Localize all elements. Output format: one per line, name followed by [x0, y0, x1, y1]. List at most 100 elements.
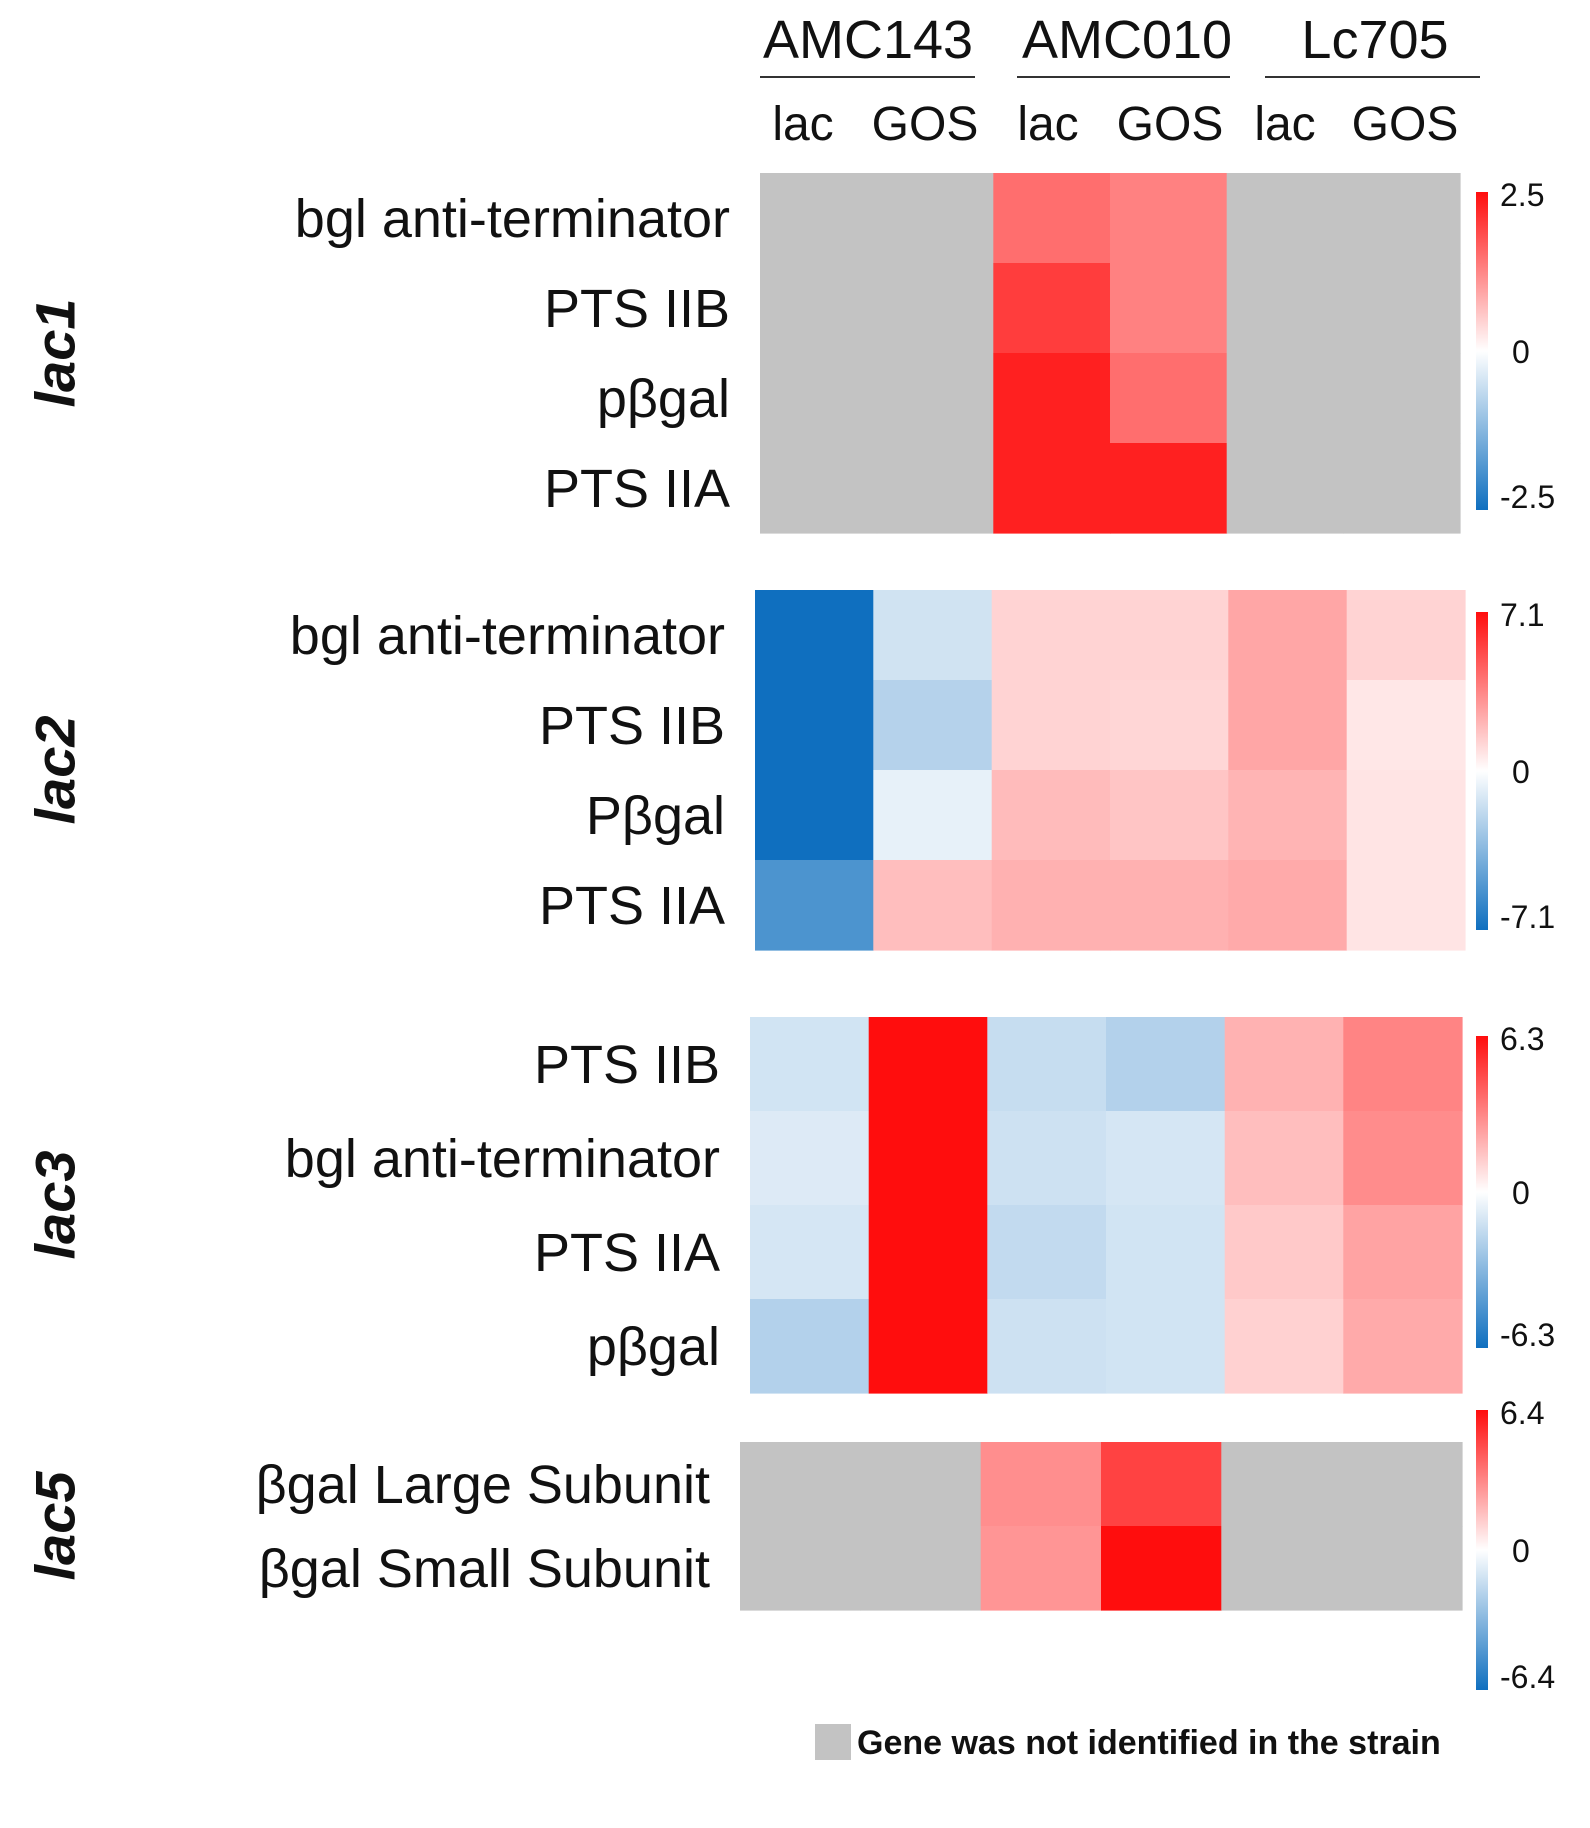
heatmap-panels: bgl anti-terminator PTS IIB pβgal PTS IIA la…	[24, 173, 1556, 1695]
cluster-label-lac2: lac2	[24, 716, 87, 825]
heatmap-cell-lac3-r2-c3	[1106, 1205, 1226, 1300]
substrate-label-lc705-gos: GOS	[1352, 98, 1459, 151]
gene-label-lac5-r1: βgal Small Subunit	[259, 1539, 710, 1599]
heatmap-cell-lac1-r3-c4	[1226, 443, 1344, 534]
heatmap-cell-lac1-r0-c3	[1110, 173, 1228, 264]
heatmap-cell-lac1-r2-c4	[1226, 353, 1344, 444]
heatmap-cell-lac1-r3-c3	[1110, 443, 1228, 534]
heatmap-cell-lac5-r0-c0	[740, 1442, 861, 1527]
heatmap-cell-lac5-r0-c3	[1101, 1442, 1222, 1527]
heatmap-cell-lac1-r0-c2	[993, 173, 1111, 264]
strain-label-amc143: AMC143	[763, 10, 973, 70]
heatmap-cell-lac2-r1-c3	[1110, 680, 1229, 771]
heatmap-cell-lac2-r0-c4	[1228, 590, 1348, 681]
heatmap-cell-lac5-r1-c0	[740, 1526, 861, 1611]
panel-lac1: bgl anti-terminator PTS IIB pβgal PTS IIA la…	[24, 173, 1555, 534]
gene-label-lac2-r0: bgl anti-terminator	[290, 606, 725, 666]
colorbar-tick-lac5-max: 6.4	[1500, 1395, 1544, 1431]
substrate-label-amc010-gos: GOS	[1117, 98, 1224, 151]
heatmap-cell-lac1-r3-c1	[876, 443, 994, 534]
heatmap-cell-lac2-r2-c5	[1346, 770, 1466, 861]
heatmap-cell-lac2-r3-c4	[1228, 860, 1348, 951]
heatmap-cell-lac3-r0-c2	[987, 1017, 1107, 1112]
heatmap-cell-lac1-r1-c1	[876, 263, 994, 354]
heatmap-cell-lac3-r3-c1	[868, 1299, 988, 1394]
heatmap-cell-lac3-r3-c3	[1106, 1299, 1226, 1394]
gene-label-lac1-r1: PTS IIB	[544, 279, 730, 339]
colorbar-tick-lac2-max: 7.1	[1500, 597, 1544, 633]
panel-lac3: PTS IIB bgl anti-terminator PTS IIA pβgal la…	[24, 1017, 1555, 1394]
heatmap-cell-lac2-r0-c1	[873, 590, 993, 681]
gene-label-lac2-r2: Pβgal	[586, 786, 725, 846]
heatmap-cell-lac2-r1-c4	[1228, 680, 1348, 771]
heatmap-cell-lac1-r1-c0	[760, 263, 878, 354]
missing-gene-legend-text: Gene was not identified in the strain	[857, 1724, 1441, 1762]
heatmap-cell-lac2-r2-c1	[873, 770, 993, 861]
heatmap-cell-lac5-r0-c4	[1221, 1442, 1343, 1527]
heatmap-cell-lac2-r0-c0	[755, 590, 874, 681]
heatmap-cell-lac2-r2-c3	[1110, 770, 1229, 861]
heatmap-cell-lac5-r1-c1	[860, 1526, 982, 1611]
substrate-label-amc143-gos: GOS	[872, 98, 979, 151]
heatmap-cell-lac3-r3-c4	[1224, 1299, 1344, 1394]
cluster-label-lac1: lac1	[24, 299, 87, 408]
heatmap-cell-lac1-r0-c0	[760, 173, 878, 264]
strain-label-lc705: Lc705	[1301, 10, 1448, 70]
colorbar-tick-lac1-min: -2.5	[1500, 479, 1555, 515]
colorbar-tick-lac1-mid: 0	[1512, 334, 1530, 370]
heatmap-cell-lac5-r1-c3	[1101, 1526, 1222, 1611]
colorbar-lac5	[1476, 1410, 1488, 1690]
colorbar-lac2	[1476, 612, 1488, 930]
heatmap-cell-lac1-r1-c5	[1343, 263, 1461, 354]
heatmap-cell-lac5-r0-c2	[980, 1442, 1102, 1527]
heatmap-cell-lac1-r2-c2	[993, 353, 1111, 444]
gene-label-lac1-r0: bgl anti-terminator	[295, 189, 730, 249]
heatmap-cell-lac2-r3-c1	[873, 860, 993, 951]
heatmap-cell-lac1-r2-c5	[1343, 353, 1461, 444]
heatmap-cell-lac3-r1-c3	[1106, 1111, 1226, 1206]
colorbar-tick-lac2-min: -7.1	[1500, 899, 1555, 935]
heatmap-cell-lac5-r1-c2	[980, 1526, 1102, 1611]
heatmap-cell-lac2-r3-c0	[755, 860, 874, 951]
heatmap-cell-lac2-r2-c2	[991, 770, 1111, 861]
panel-lac5: βgal Large Subunit βgal Small Subunit lac5…	[24, 1395, 1556, 1695]
gene-label-lac3-r0: PTS IIB	[534, 1035, 720, 1095]
substrate-label-lc705-lac: lac	[1254, 98, 1315, 151]
heatmap-cell-lac1-r2-c1	[876, 353, 994, 444]
gene-label-lac2-r3: PTS IIA	[539, 876, 725, 936]
heatmap-cell-lac2-r3-c3	[1110, 860, 1229, 951]
gene-label-lac2-r1: PTS IIB	[539, 696, 725, 756]
heatmap-cell-lac1-r1-c4	[1226, 263, 1344, 354]
heatmap-cell-lac3-r3-c0	[750, 1299, 870, 1394]
gene-label-lac1-r3: PTS IIA	[544, 459, 730, 519]
colorbar-tick-lac3-max: 6.3	[1500, 1021, 1544, 1057]
heatmap-cell-lac2-r0-c5	[1346, 590, 1466, 681]
heatmap-cell-lac1-r3-c0	[760, 443, 878, 534]
heatmap-cell-lac3-r0-c5	[1343, 1017, 1463, 1112]
heatmap-cell-lac5-r0-c5	[1341, 1442, 1463, 1527]
heatmap-cell-lac3-r1-c2	[987, 1111, 1107, 1206]
substrate-label-amc010-lac: lac	[1017, 98, 1078, 151]
heatmap-cell-lac3-r1-c5	[1343, 1111, 1463, 1206]
heatmap-cell-lac3-r1-c0	[750, 1111, 870, 1206]
heatmap-cell-lac1-r1-c3	[1110, 263, 1228, 354]
colorbar-lac3	[1476, 1036, 1488, 1348]
heatmap-cell-lac1-r3-c5	[1343, 443, 1461, 534]
heatmap-cell-lac3-r0-c1	[868, 1017, 988, 1112]
heatmap-cell-lac1-r0-c1	[876, 173, 994, 264]
heatmap-cell-lac3-r0-c0	[750, 1017, 870, 1112]
missing-gene-swatch	[815, 1724, 851, 1760]
colorbar-lac1	[1476, 192, 1488, 510]
heatmap-cell-lac2-r3-c5	[1346, 860, 1466, 951]
heatmap-cell-lac2-r3-c2	[991, 860, 1111, 951]
heatmap-cell-lac1-r2-c0	[760, 353, 878, 444]
cluster-label-lac3: lac3	[24, 1151, 87, 1260]
heatmap-cell-lac3-r0-c4	[1224, 1017, 1344, 1112]
heatmap-cell-lac3-r2-c1	[868, 1205, 988, 1300]
substrate-label-amc143-lac: lac	[772, 98, 833, 151]
heatmap-cell-lac2-r2-c0	[755, 770, 874, 861]
heatmap-cell-lac2-r0-c3	[1110, 590, 1229, 681]
column-header: AMC143 AMC010 Lc705 lac GOS lac GOS lac …	[760, 10, 1480, 151]
gene-label-lac3-r3: pβgal	[587, 1317, 720, 1377]
